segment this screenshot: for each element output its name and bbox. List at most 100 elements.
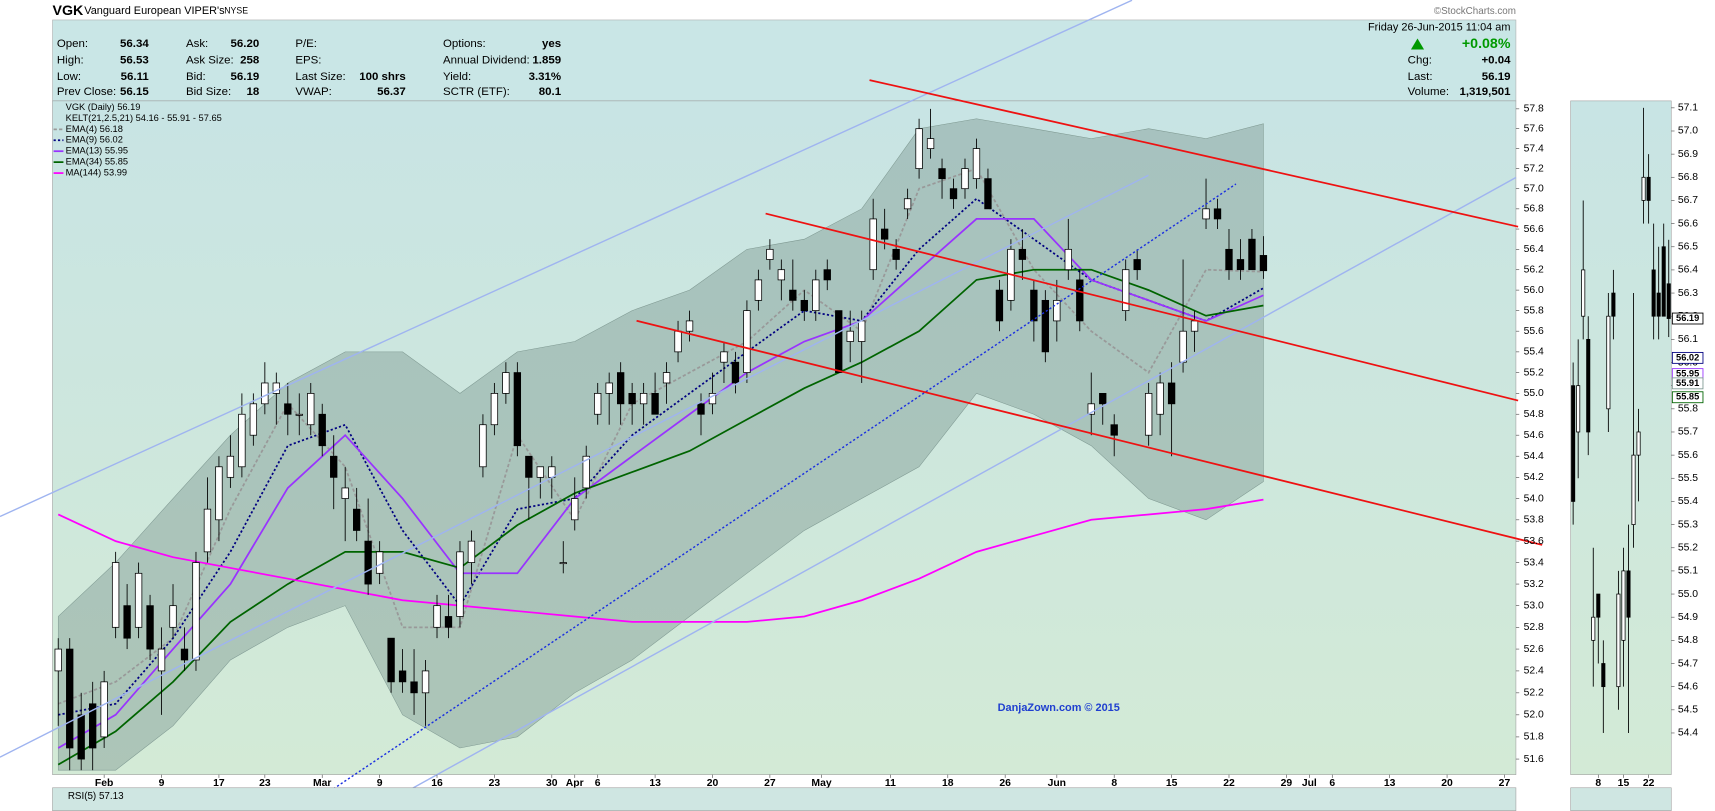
y-tick-label: 56.7	[1678, 195, 1698, 206]
candle-body	[628, 392, 636, 405]
watermark: DanjaZown.com © 2015	[998, 702, 1120, 714]
y-tick-label: 54.4	[1678, 728, 1698, 739]
x-tick-label: 30	[546, 778, 558, 789]
candle-body	[777, 269, 786, 281]
candle-body	[743, 310, 751, 373]
candle-body	[215, 466, 223, 521]
info-value: 56.11	[121, 71, 150, 83]
y-tick-label: 55.6	[1678, 450, 1698, 461]
info-label: Low:	[57, 71, 81, 83]
candle-body	[1621, 570, 1626, 641]
y-tick-label: 51.8	[1524, 732, 1544, 743]
x-tick-label: 8	[1111, 778, 1117, 789]
candle-body	[892, 248, 900, 260]
exchange: NYSE	[224, 6, 248, 16]
info: Open: 56.34 High: 56.53 Low: 56.11 Prev Close:…	[57, 38, 1511, 98]
y-tick-label: 55.1	[1678, 566, 1698, 577]
x-tick-label: 6	[1329, 778, 1335, 789]
info-label: Last Size:	[295, 71, 345, 83]
y-tick-label: 55.4	[1524, 347, 1544, 358]
x-tick-label: 27	[1499, 778, 1511, 789]
info-value: 100 shrs	[359, 71, 406, 83]
y-tick-label: 53.2	[1524, 579, 1544, 590]
info-label: Bid:	[186, 71, 206, 83]
candle-body	[559, 562, 567, 565]
candle-body	[410, 681, 418, 694]
rsi-label: RSI(5) 57.13	[68, 791, 124, 802]
y-tick-label: 55.2	[1678, 542, 1698, 553]
indicator-line	[57, 167, 1264, 705]
value-box-label: 55.91	[1676, 378, 1699, 388]
candle-body	[1651, 269, 1656, 317]
candle-body	[180, 648, 189, 661]
y-tick-label: 56.8	[1524, 204, 1544, 215]
candle-body	[89, 703, 97, 749]
y-tick-label: 57.6	[1524, 123, 1544, 134]
value-box-label: 55.85	[1676, 392, 1699, 402]
candle-body	[1144, 392, 1153, 436]
candle-body	[157, 648, 166, 672]
info-value: 80.1	[539, 86, 562, 98]
y-tick-label: 52.6	[1524, 644, 1544, 655]
candle-body	[490, 392, 499, 426]
candle-body	[995, 289, 1004, 322]
info-label: Ask:	[186, 38, 208, 50]
y-tick-label: 54.4	[1524, 451, 1544, 462]
y-tick-label: 56.0	[1524, 285, 1544, 296]
candle-body	[307, 392, 315, 426]
security-name: Vanguard European VIPER's	[84, 5, 225, 17]
candle-body	[1606, 315, 1611, 410]
candle-body	[375, 551, 384, 574]
y-tick-label: 57.8	[1524, 104, 1544, 115]
x-tick-label: 23	[259, 778, 271, 789]
legend-entry: EMA(9) 56.02	[66, 135, 123, 145]
indicator-line	[57, 268, 1264, 766]
y-tick-label: 57.0	[1524, 183, 1544, 194]
legend-entry: MA(144) 53.99	[66, 168, 127, 178]
candle-body	[1133, 259, 1141, 271]
trendline	[300, 183, 1237, 811]
candle-body	[192, 562, 200, 661]
candle-body	[456, 551, 464, 617]
y-tick-label: 54.8	[1678, 635, 1698, 646]
y-tick-label: 56.4	[1524, 244, 1544, 255]
x-tick-label: 11	[885, 778, 896, 789]
candle-body	[226, 455, 235, 478]
candle-body	[318, 413, 326, 447]
y-tick-label: 54.6	[1524, 430, 1544, 441]
candle-body	[1611, 292, 1616, 317]
trendline	[371, 176, 1517, 811]
candle-body	[823, 269, 831, 281]
value-box-label: 55.95	[1676, 369, 1699, 379]
value-box	[1671, 312, 1704, 325]
candle-body	[502, 372, 510, 394]
info-label: Ask Size:	[186, 54, 234, 66]
candle-body	[1571, 385, 1576, 502]
candle-body	[398, 670, 407, 683]
info-value: 1,319,501	[1459, 86, 1511, 98]
candle-body	[605, 382, 613, 394]
x-tick-label: 27	[764, 778, 776, 789]
x-tick-label: Jun	[1048, 778, 1066, 789]
candle-body	[812, 279, 820, 312]
y-tick-label: 56.2	[1524, 264, 1544, 275]
y-tick-label: 55.0	[1524, 388, 1544, 399]
candle-body	[754, 279, 763, 301]
y-tick-label: 57.4	[1524, 143, 1544, 154]
trendline	[0, 0, 1133, 518]
info-label: Last:	[1408, 71, 1433, 83]
y-tick-label: 56.5	[1678, 242, 1698, 253]
candle-body	[353, 508, 361, 531]
candle-body	[880, 228, 889, 240]
candle-body	[582, 455, 590, 489]
info-label: Annual Dividend:	[443, 54, 530, 66]
candle-body	[984, 178, 992, 210]
candle-body	[674, 330, 682, 353]
candle-body	[869, 218, 877, 271]
rsi-zoom-panel	[1570, 787, 1672, 811]
candle-body	[433, 605, 441, 628]
candle-body	[467, 540, 476, 563]
candle-body	[1596, 593, 1601, 618]
